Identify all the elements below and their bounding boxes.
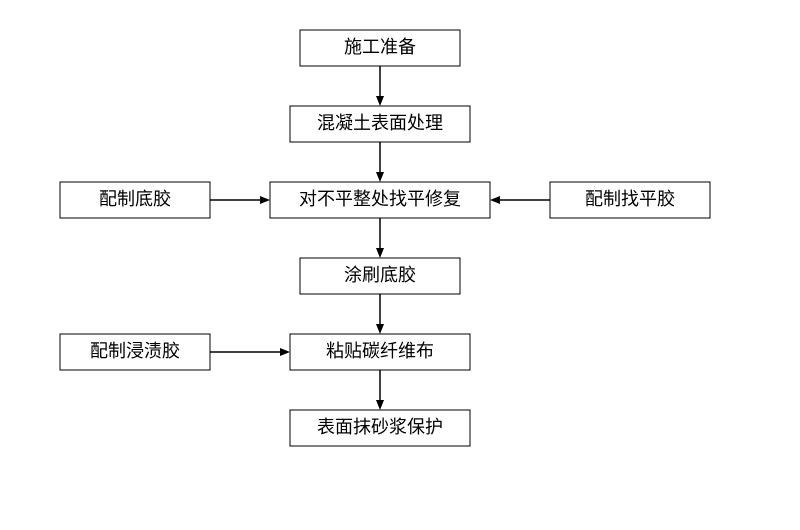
arrowhead-icon (376, 172, 384, 182)
flow-node-s2: 配制找平胶 (550, 182, 710, 218)
arrowhead-icon (376, 400, 384, 410)
flow-node-n4: 涂刷底胶 (300, 258, 460, 294)
flow-node-label: 混凝土表面处理 (317, 113, 443, 133)
arrowhead-icon (260, 196, 270, 204)
flow-node-n6: 表面抹砂浆保护 (290, 410, 470, 446)
arrowhead-icon (280, 348, 290, 356)
flow-node-label: 对不平整处找平修复 (299, 189, 461, 209)
flow-node-n2: 混凝土表面处理 (290, 106, 470, 142)
flow-node-n5: 粘贴碳纤维布 (290, 334, 470, 370)
flow-node-label: 配制找平胶 (585, 189, 675, 209)
flow-node-n3: 对不平整处找平修复 (270, 182, 490, 218)
flow-node-label: 配制底胶 (99, 189, 171, 209)
flow-node-label: 配制浸渍胶 (90, 341, 180, 361)
arrowhead-icon (490, 196, 500, 204)
flow-node-label: 粘贴碳纤维布 (326, 341, 434, 361)
arrowhead-icon (376, 96, 384, 106)
arrowhead-icon (376, 324, 384, 334)
flow-node-s3: 配制浸渍胶 (60, 334, 210, 370)
flow-node-label: 表面抹砂浆保护 (317, 417, 443, 437)
flow-node-label: 涂刷底胶 (344, 265, 416, 285)
flow-node-label: 施工准备 (344, 37, 416, 57)
flowchart-canvas: 施工准备混凝土表面处理对不平整处找平修复涂刷底胶粘贴碳纤维布表面抹砂浆保护 配制底… (0, 0, 800, 530)
arrowhead-icon (376, 248, 384, 258)
flow-node-n1: 施工准备 (300, 30, 460, 66)
flow-node-s1: 配制底胶 (60, 182, 210, 218)
